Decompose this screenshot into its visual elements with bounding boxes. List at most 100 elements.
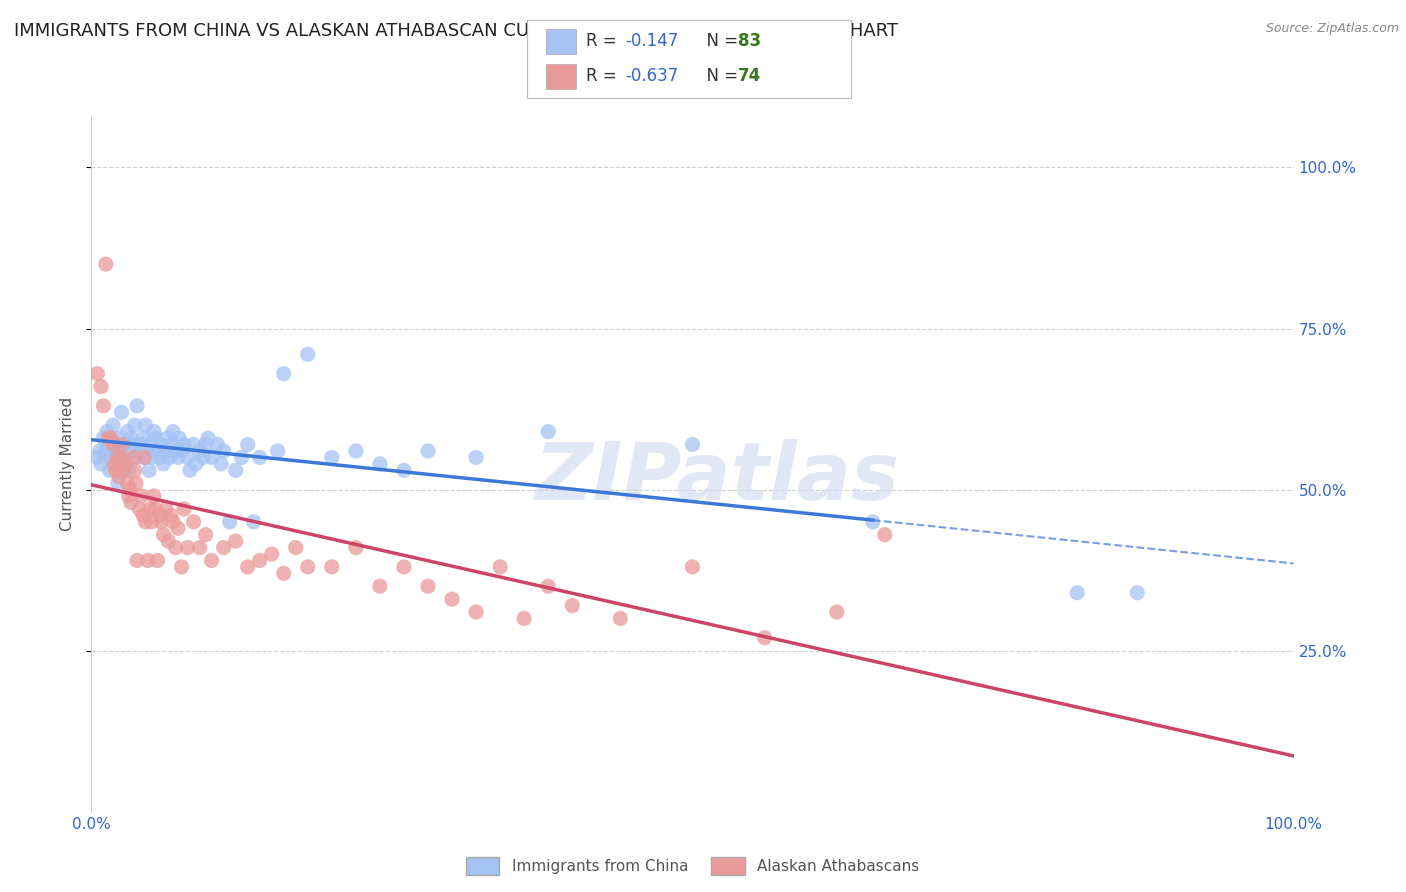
Point (609, 611, 631, 625)
Point (122, 450, 145, 465)
Point (94, 444, 117, 458)
Point (139, 502, 162, 516)
Point (120, 431, 142, 445)
Point (194, 437, 217, 451)
Point (139, 437, 162, 451)
Point (537, 425, 560, 439)
Point (114, 457, 136, 471)
Point (184, 457, 207, 471)
Point (138, 463, 160, 477)
Text: R =: R = (586, 32, 623, 51)
Point (231, 450, 253, 465)
Point (122, 437, 145, 451)
Text: N =: N = (696, 67, 744, 86)
Point (142, 489, 165, 503)
Point (155, 502, 177, 516)
Point (134, 450, 156, 465)
Point (125, 450, 148, 465)
Point (225, 463, 247, 477)
Point (321, 560, 343, 574)
Point (201, 450, 224, 465)
Point (149, 508, 172, 523)
Point (162, 515, 184, 529)
Point (170, 560, 193, 574)
Point (134, 450, 156, 465)
Point (465, 605, 488, 619)
Point (188, 541, 211, 555)
Point (86, 450, 108, 465)
Point (273, 566, 295, 581)
Point (107, 476, 129, 491)
Point (167, 521, 190, 535)
Point (392, 463, 415, 477)
Point (135, 444, 157, 458)
Point (162, 425, 184, 439)
Point (159, 508, 181, 523)
Point (537, 579, 560, 593)
Point (118, 444, 141, 458)
Point (125, 553, 148, 567)
Point (128, 502, 150, 516)
Point (193, 450, 215, 465)
Point (681, 437, 703, 451)
Point (104, 463, 127, 477)
Point (141, 515, 163, 529)
Point (249, 450, 271, 465)
Point (1126, 585, 1149, 599)
Point (146, 553, 169, 567)
Point (86, 367, 108, 381)
Point (416, 579, 439, 593)
Point (440, 592, 463, 607)
Point (167, 450, 190, 465)
Point (159, 450, 181, 465)
Point (212, 444, 235, 458)
Point (143, 431, 166, 445)
Point (183, 515, 205, 529)
Point (118, 483, 141, 497)
Point (104, 444, 127, 458)
Point (321, 450, 343, 465)
Point (141, 450, 163, 465)
Point (273, 367, 295, 381)
Text: 74: 74 (738, 67, 762, 86)
Point (97, 431, 120, 445)
Point (297, 560, 319, 574)
Point (212, 541, 235, 555)
Point (120, 495, 142, 509)
Point (179, 463, 201, 477)
Point (165, 444, 187, 458)
Point (152, 527, 174, 541)
Point (110, 437, 132, 451)
Y-axis label: Currently Married: Currently Married (60, 397, 76, 531)
Point (225, 534, 247, 549)
Point (132, 431, 155, 445)
Point (167, 431, 190, 445)
Point (392, 560, 415, 574)
Point (101, 437, 124, 451)
Point (146, 444, 169, 458)
Point (1066, 585, 1088, 599)
Point (465, 450, 488, 465)
Point (754, 631, 776, 645)
Point (134, 515, 156, 529)
Point (825, 605, 848, 619)
Text: Source: ZipAtlas.com: Source: ZipAtlas.com (1265, 22, 1399, 36)
Point (103, 437, 125, 451)
Point (112, 463, 135, 477)
Point (236, 560, 259, 574)
Point (143, 502, 166, 516)
Text: -0.147: -0.147 (626, 32, 679, 51)
Text: -0.637: -0.637 (626, 67, 679, 86)
Text: 83: 83 (738, 32, 761, 51)
Point (142, 425, 165, 439)
Text: ZIPatlas: ZIPatlas (534, 439, 898, 516)
Point (124, 418, 146, 433)
Point (89, 444, 111, 458)
Point (513, 611, 536, 625)
Point (100, 431, 122, 445)
Point (90, 379, 112, 393)
Point (368, 579, 391, 593)
Point (681, 560, 703, 574)
Point (209, 457, 232, 471)
Point (93, 399, 115, 413)
